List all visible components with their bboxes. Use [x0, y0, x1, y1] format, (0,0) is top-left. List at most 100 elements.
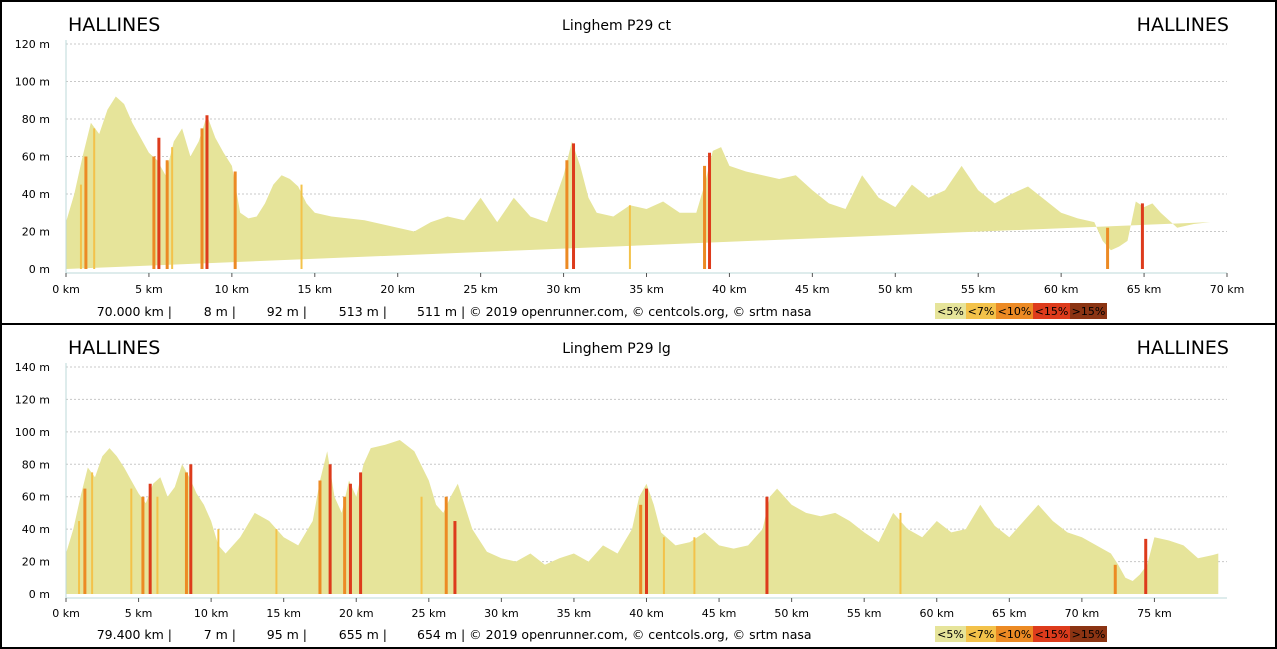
elevation-chart-ct: HALLINES Linghem P29 ct HALLINES 0 m 20 m 40 … [15, 14, 1245, 319]
steep-segment [84, 156, 88, 269]
x-tick-label: 45 km [795, 283, 830, 296]
x-tick-label: 30 km [546, 283, 581, 296]
steep-segment [141, 496, 145, 594]
stat-min-altitude: 7 m | [204, 627, 236, 642]
steep-segment [1113, 564, 1117, 594]
elevation-area [66, 96, 1211, 269]
x-tick-label: 5 km [135, 283, 163, 296]
steep-segment [93, 128, 96, 269]
steep-segment [79, 184, 82, 269]
steep-segment [359, 472, 363, 594]
y-tick-label: 0 m [29, 263, 50, 276]
steep-segment [217, 529, 220, 594]
steep-segment [200, 128, 204, 269]
x-tick-label: 50 km [774, 607, 809, 620]
legend-swatch [1033, 626, 1070, 642]
steep-segment [645, 488, 648, 594]
legend-label: >15% [1072, 628, 1106, 641]
steep-segment [899, 512, 902, 594]
elevation-panel-ct: HALLINES Linghem P29 ct HALLINES 0 m 20 m 40 … [0, 0, 1277, 324]
legend-swatch [966, 626, 996, 642]
steep-segment [328, 464, 332, 594]
stat-descent-credits: 511 m | © 2019 openrunner.com, © centcol… [417, 304, 812, 319]
x-tick-label: 70 km [1065, 607, 1100, 620]
y-tick-label: 100 m [15, 76, 50, 89]
steep-segment [628, 205, 631, 269]
x-tick-label: 30 km [484, 607, 519, 620]
x-tick-label: 60 km [1044, 283, 1079, 296]
steep-segment [453, 521, 457, 594]
y-tick-label: 100 m [15, 426, 50, 439]
x-tick-label: 15 km [266, 607, 301, 620]
steep-segment [91, 472, 94, 594]
steep-segment [165, 160, 169, 269]
y-tick-label: 60 m [22, 151, 50, 164]
steep-segment [708, 152, 712, 269]
x-tick-label: 10 km [215, 283, 250, 296]
x-tick-label: 0 km [52, 607, 80, 620]
x-tick-label: 25 km [463, 283, 498, 296]
chart-title: Linghem P29 ct [562, 18, 671, 34]
legend-label: <5% [937, 628, 964, 641]
steep-segment [148, 483, 152, 594]
y-tick-label: 40 m [22, 188, 50, 201]
end-place-label: HALLINES [1137, 337, 1229, 359]
y-tick-label: 60 m [22, 491, 50, 504]
x-tick-label: 5 km [125, 607, 153, 620]
x-tick-label: 25 km [412, 607, 447, 620]
steep-segment [205, 115, 209, 269]
steep-segment [78, 521, 81, 594]
steep-segment [662, 537, 665, 594]
x-tick-label: 65 km [992, 607, 1027, 620]
x-tick-label: 15 km [297, 283, 332, 296]
steep-segment [639, 504, 643, 594]
y-tick-label: 40 m [22, 523, 50, 536]
legend-swatch [996, 303, 1033, 319]
x-tick-label: 45 km [702, 607, 737, 620]
x-tick-label: 55 km [847, 607, 882, 620]
stat-distance: 70.000 km | [97, 304, 172, 319]
y-tick-label: 140 m [15, 361, 50, 374]
steep-segment [130, 488, 133, 594]
steep-segment [348, 483, 352, 594]
elevation-panel-lg: HALLINES Linghem P29 lg HALLINES 0 m 20 m 40 … [0, 323, 1277, 649]
x-tick-label: 60 km [919, 607, 954, 620]
steep-segment [318, 480, 322, 594]
steep-segment [565, 160, 569, 269]
x-tick-label: 20 km [339, 607, 374, 620]
steep-segment [184, 472, 188, 594]
legend-label: <15% [1035, 305, 1069, 318]
stat-min-altitude: 8 m | [204, 304, 236, 319]
x-tick-label: 40 km [712, 283, 747, 296]
steep-segment [156, 496, 159, 594]
steep-segment [300, 184, 303, 269]
legend-label: <10% [998, 628, 1032, 641]
x-tick-label: 65 km [1127, 283, 1162, 296]
legend-swatch [1070, 303, 1107, 319]
legend-label: <5% [937, 305, 964, 318]
x-tick-label: 75 km [1137, 607, 1172, 620]
steep-segment [420, 496, 423, 594]
steep-segment [275, 529, 278, 594]
y-tick-label: 80 m [22, 458, 50, 471]
steep-segment [765, 496, 769, 594]
steep-segment [693, 537, 696, 594]
y-tick-label: 20 m [22, 556, 50, 569]
stat-max-altitude: 92 m | [267, 304, 307, 319]
steep-segment [343, 496, 347, 594]
steep-segment [1106, 227, 1110, 269]
legend-swatch [1070, 626, 1107, 642]
x-tick-label: 0 km [52, 283, 80, 296]
end-place-label: HALLINES [1137, 14, 1229, 36]
start-place-label: HALLINES [68, 14, 160, 36]
x-tick-label: 50 km [878, 283, 913, 296]
start-place-label: HALLINES [68, 337, 160, 359]
steep-segment [233, 171, 237, 269]
stat-ascent: 655 m | [339, 627, 387, 642]
steep-segment [1140, 203, 1144, 269]
y-tick-label: 20 m [22, 226, 50, 239]
x-tick-label: 35 km [557, 607, 592, 620]
x-tick-label: 70 km [1210, 283, 1245, 296]
stat-distance: 79.400 km | [97, 627, 172, 642]
x-tick-label: 55 km [961, 283, 996, 296]
